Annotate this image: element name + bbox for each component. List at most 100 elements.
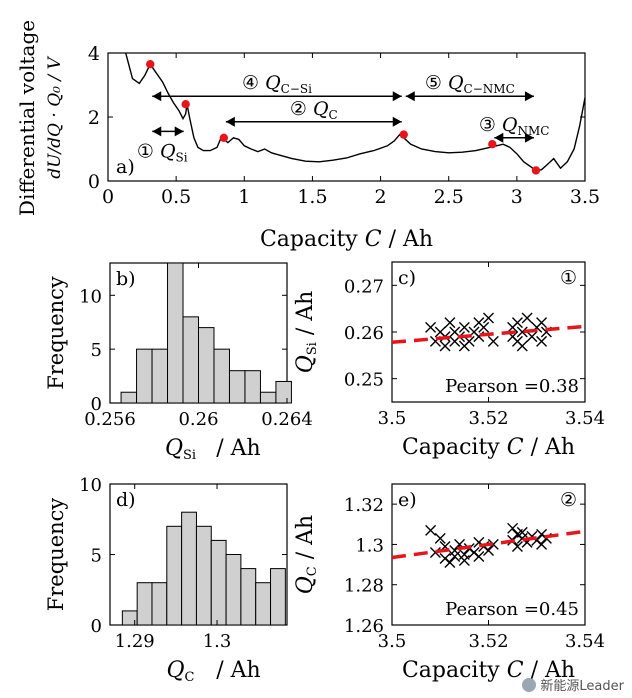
panel-c-data-point <box>536 335 548 347</box>
panel-e-xtick-label: 3.54 <box>565 631 605 652</box>
panel-e-data-point <box>458 555 470 567</box>
panel-a-annotation-arrow-5-head-left <box>494 132 504 143</box>
panel-b-histogram-bar <box>167 262 184 404</box>
panel-d-histogram-bar <box>151 582 168 626</box>
panel-b-histogram-bar <box>244 370 261 404</box>
panel-a-xtick-label: 3.5 <box>570 186 600 208</box>
panel-b-histogram-bar <box>151 348 169 404</box>
panel-e-ylabel: QC / Ah <box>293 515 320 594</box>
watermark: 新能源Leader <box>522 675 624 694</box>
panel-e-data-point <box>536 538 548 550</box>
panel-b-histogram-bar <box>259 391 277 404</box>
panel-c-data-point <box>487 335 499 347</box>
panel-b-xlabel: QSi <box>165 436 196 463</box>
panel-a-xtick-label: 2 <box>375 186 387 208</box>
panel-b-xlabel-unit: / Ah <box>216 436 260 461</box>
panel-c-xlabel: Capacity C / Ah <box>402 435 575 460</box>
panel-d-histogram-bar <box>270 568 286 626</box>
panel-e-data-point <box>444 557 456 569</box>
panel-e-xtick-label: 3.52 <box>468 631 508 652</box>
panel-e-data-point <box>487 538 499 550</box>
panel-a-xtick-label: 1 <box>238 186 250 208</box>
panel-a-ytick-label: 4 <box>88 43 100 65</box>
panel-c-corner-label: ① <box>560 267 577 289</box>
panel-c-data-point <box>478 321 490 333</box>
panel-e-label: e) <box>398 489 417 511</box>
panel-a-xtick-label: 1.5 <box>297 186 327 208</box>
panel-e-fit-line <box>391 529 586 560</box>
panel-c-xtick-label: 3.54 <box>565 408 605 429</box>
panel-a-xtick-label: 2.5 <box>434 186 464 208</box>
panel-b-label: b) <box>116 268 136 290</box>
panel-b-histogram-bar <box>120 391 138 404</box>
panel-e-ytick-label: 1.26 <box>344 616 384 637</box>
panel-d-histogram-bar <box>166 525 183 626</box>
panel-e-data-point <box>429 546 441 558</box>
panel-c-label: c) <box>398 267 416 289</box>
panel-c-data-point <box>483 312 494 324</box>
panel-d-xlabel: QC <box>167 658 195 685</box>
panel-b-histogram-bar <box>275 380 292 404</box>
panel-d-label: d) <box>116 489 136 511</box>
panel-c-data-point <box>439 340 451 352</box>
panel-e-data-point <box>434 532 446 544</box>
panel-e-ytick-label: 1.32 <box>344 495 384 516</box>
panel-d-xtick-label: 1.3 <box>203 631 232 652</box>
panel-a-peak-marker <box>219 133 229 142</box>
panel-a-annotation-arrow-4-head-right <box>174 126 184 137</box>
watermark-text: 新能源Leader <box>540 679 624 694</box>
panel-c-xtick-label: 3.52 <box>468 408 508 429</box>
panel-c-data-point <box>444 317 456 329</box>
panel-d-histogram-bar <box>181 511 197 626</box>
panel-e-data-point <box>511 540 523 552</box>
panel-e-data-point <box>507 522 519 534</box>
panel-c-data-point <box>521 312 533 324</box>
panel-c-data-point <box>458 321 470 333</box>
panel-b-histogram-bar <box>198 327 215 404</box>
panel-d-histogram-bar <box>195 525 212 626</box>
panel-a-annotation-arrow-2-head-left <box>405 91 415 102</box>
panel-a-annotation-label-qsi: ① QSi <box>137 140 188 164</box>
panel-a-annotation-label-qcsi: ④ QC−Si <box>242 72 312 96</box>
panel-d-histogram-bar <box>225 554 242 626</box>
panel-c-ytick-label: 0.25 <box>344 370 384 391</box>
panel-a-xtick-label: 3 <box>511 186 523 208</box>
panel-a-annotation-label-qcnmc: ⑤ QC−NMC <box>425 72 515 96</box>
panel-e-corner-label: ② <box>560 489 577 511</box>
panel-a-annotation-arrow-1-head-right <box>392 91 402 102</box>
panel-c-data-point <box>425 321 437 333</box>
panel-c-ylabel: QSi / Ah <box>293 291 320 374</box>
wechat-logo-icon <box>522 677 537 692</box>
panel-c-data-point <box>526 331 538 343</box>
panel-a-annotation-label-qnmc: ③ QNMC <box>479 114 550 138</box>
panel-d-histogram-bar <box>240 568 257 626</box>
panel-a-peak-marker <box>488 140 497 149</box>
panel-a-annotation-arrow-3-head-right <box>392 116 402 127</box>
panel-c-ytick-label: 0.26 <box>344 323 384 344</box>
panel-b-xtick-label: 0.26 <box>178 409 218 430</box>
panel-e-data-point <box>425 524 437 536</box>
panel-e-ytick-label: 1.28 <box>344 576 384 597</box>
panel-d-histogram-bar <box>210 539 227 626</box>
panel-b-ylabel: Frequency <box>44 276 68 390</box>
panel-a-annotation-arrow-1-head-left <box>152 91 162 102</box>
panel-d-xlabel-unit: / Ah <box>216 658 260 683</box>
panel-a-dvdq-curve <box>125 52 586 172</box>
panel-d-ylabel: Frequency <box>44 498 68 612</box>
panel-a-peak-marker <box>181 100 190 109</box>
panel-c-data-point <box>511 317 523 329</box>
panel-d-ytick-label: 10 <box>79 475 102 496</box>
panel-e-xlabel: Capacity C / Ah <box>402 658 575 683</box>
panel-c-data-point <box>516 340 528 352</box>
panel-e-ytick-label: 1.3 <box>355 535 384 556</box>
panel-a-peak-marker <box>531 166 541 175</box>
panel-b-xtick-label: 0.256 <box>84 409 136 430</box>
panel-a-xtick-label: 0.5 <box>161 186 191 208</box>
panel-c-xtick-label: 3.5 <box>378 408 407 429</box>
panel-a-annotation-arrow-3-head-left <box>225 116 235 127</box>
panel-c-data-point <box>536 317 548 329</box>
panel-b-ytick-label: 10 <box>79 286 102 307</box>
panel-b-ytick-label: 0 <box>91 394 102 415</box>
panel-b-ytick-label: 5 <box>91 340 102 361</box>
